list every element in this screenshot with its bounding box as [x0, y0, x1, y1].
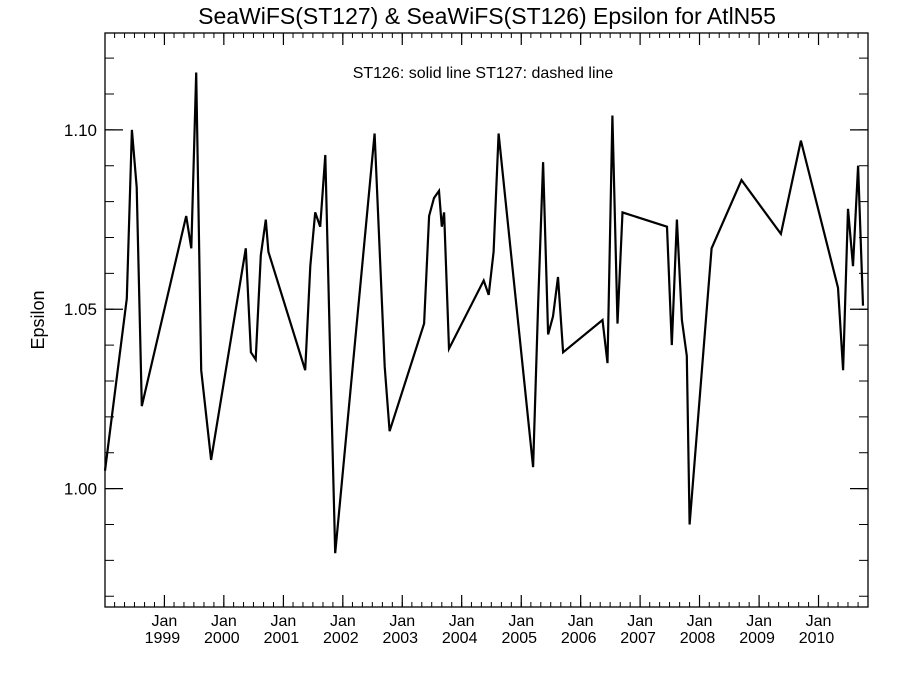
- x-tick-year-label: 2008: [680, 630, 716, 647]
- x-axis-ticks: Jan1999Jan2000Jan2001Jan2002Jan2003Jan20…: [145, 33, 835, 647]
- x-tick-year-label: 2004: [442, 630, 478, 647]
- y-tick-label: 1.05: [64, 300, 97, 319]
- x-tick-month-label: Jan: [449, 613, 475, 630]
- x-tick-year-label: 2005: [501, 630, 537, 647]
- y-axis-label: Epsilon: [28, 290, 48, 349]
- series-line-solid: [103, 72, 865, 554]
- x-tick-month-label: Jan: [568, 613, 594, 630]
- x-tick-month-label: Jan: [330, 613, 356, 630]
- x-tick-month-label: Jan: [806, 613, 832, 630]
- line-style-annotation: ST126: solid line ST127: dashed line: [353, 65, 614, 82]
- series-group: [103, 72, 865, 554]
- x-tick-month-label: Jan: [271, 613, 297, 630]
- x-tick-month-label: Jan: [389, 613, 415, 630]
- x-tick-year-label: 1999: [145, 630, 181, 647]
- x-tick-year-label: 2006: [561, 630, 597, 647]
- x-tick-month-label: Jan: [508, 613, 534, 630]
- plot-frame: [104, 32, 869, 608]
- x-tick-month-label: Jan: [211, 613, 237, 630]
- x-tick-year-label: 2002: [323, 630, 359, 647]
- x-tick-year-label: 2000: [204, 630, 240, 647]
- x-tick-month-label: Jan: [687, 613, 713, 630]
- minor-ticks: [105, 33, 868, 607]
- y-tick-label: 1.10: [64, 121, 97, 140]
- x-tick-year-label: 2001: [264, 630, 300, 647]
- x-tick-month-label: Jan: [746, 613, 772, 630]
- x-tick-year-label: 2007: [620, 630, 656, 647]
- chart-title: SeaWiFS(ST127) & SeaWiFS(ST126) Epsilon …: [198, 3, 776, 29]
- x-tick-year-label: 2010: [799, 630, 835, 647]
- x-tick-year-label: 2009: [739, 630, 775, 647]
- x-tick-month-label: Jan: [627, 613, 653, 630]
- y-tick-label: 1.00: [64, 480, 97, 499]
- x-tick-month-label: Jan: [152, 613, 178, 630]
- x-tick-year-label: 2003: [382, 630, 418, 647]
- y-axis-ticks: 1.00 1.05 1.10: [64, 121, 868, 499]
